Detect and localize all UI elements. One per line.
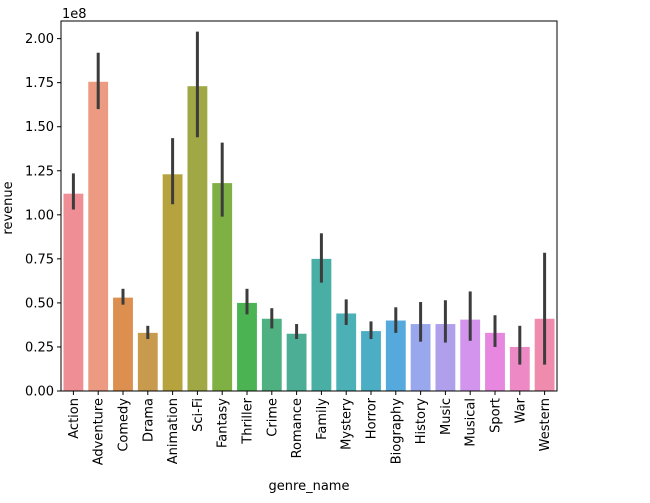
bar <box>509 346 530 391</box>
x-tick-label: Drama <box>141 398 156 442</box>
bar <box>212 183 233 391</box>
y-axis-label: revenue <box>1 181 16 234</box>
y-scale-label: 1e8 <box>62 7 87 22</box>
x-tick-label: Crime <box>265 398 280 437</box>
plot-frame <box>60 20 558 392</box>
bar <box>361 331 381 391</box>
x-tick-label: Horror <box>365 397 380 439</box>
bar <box>485 332 505 391</box>
x-tick-label: Animation <box>166 398 181 464</box>
y-tick-label: 2.00 <box>25 32 54 47</box>
bar <box>137 332 158 391</box>
bar <box>187 86 208 391</box>
y-tick-label: 1.25 <box>25 164 54 179</box>
y-tick-label: 0.50 <box>25 296 54 311</box>
y-axis: 0.00 0.25 0.50 0.75 1.00 1.25 1.50 1.75 2.00 <box>25 32 61 400</box>
x-axis-label: genre_name <box>269 479 350 494</box>
y-tick-label: 0.00 <box>25 385 54 400</box>
bar <box>286 333 307 391</box>
y-tick-label: 1.50 <box>25 120 54 135</box>
bar <box>336 313 357 391</box>
bar <box>237 302 257 391</box>
x-tick-label: Comedy <box>117 398 132 452</box>
x-tick-label: Mystery <box>340 398 355 450</box>
bar <box>460 319 481 391</box>
bar <box>311 258 332 391</box>
x-tick-label: War <box>513 397 528 423</box>
x-tick-label: Sci-Fi <box>191 398 206 432</box>
x-tick-label: Thriller <box>241 397 256 444</box>
bar <box>261 318 282 391</box>
x-tick-label: Music <box>439 398 454 435</box>
x-axis: Action Adventure Comedy Drama Animation Sci-F… <box>67 391 553 465</box>
x-tick-label: History <box>414 398 429 445</box>
y-tick-label: 0.25 <box>25 340 54 355</box>
y-tick-label: 1.75 <box>25 76 54 91</box>
bar <box>410 324 431 391</box>
x-tick-label: Fantasy <box>216 398 231 448</box>
bar <box>63 193 84 391</box>
error-bars-group <box>71 31 547 365</box>
bar <box>385 320 406 391</box>
bar <box>88 81 109 392</box>
x-tick-label: Action <box>67 398 82 439</box>
x-tick-label: Sport <box>489 398 504 433</box>
x-tick-label: Biography <box>389 398 404 465</box>
x-tick-label: Western <box>538 398 553 451</box>
bar <box>435 324 456 391</box>
y-tick-label: 0.75 <box>25 252 54 267</box>
x-tick-label: Romance <box>290 398 305 458</box>
y-tick-label: 1.00 <box>25 208 54 223</box>
x-tick-label: Adventure <box>92 398 107 465</box>
bar <box>162 174 183 391</box>
bar <box>113 297 133 391</box>
bars-group <box>63 81 555 392</box>
x-tick-label: Family <box>315 398 330 440</box>
x-tick-label: Musical <box>464 398 479 447</box>
